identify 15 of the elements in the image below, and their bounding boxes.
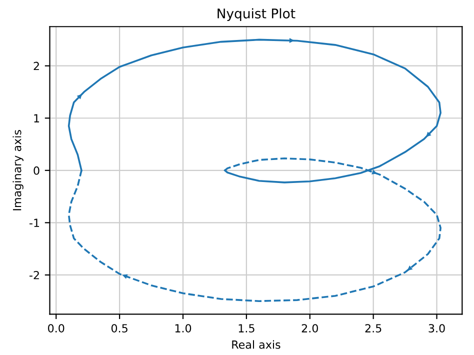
x-tick-label: 3.0 xyxy=(428,324,445,332)
x-tick-label: 1.5 xyxy=(238,324,254,332)
x-axis-title: Real axis xyxy=(232,340,280,349)
x-tick-label: 0.5 xyxy=(111,324,128,332)
y-tick-label: -1 xyxy=(30,218,40,227)
x-tick-label: 0.0 xyxy=(48,324,64,332)
y-tick-label: 1 xyxy=(34,114,40,122)
y-tick-label: 0 xyxy=(34,166,40,175)
y-tick-label: 2 xyxy=(34,62,39,70)
x-tick-label: 2.5 xyxy=(365,324,382,332)
x-tick-label: 2.0 xyxy=(302,324,318,332)
y-axis-title: Imaginary axis xyxy=(12,130,24,210)
x-tick-label: 1.0 xyxy=(175,324,192,332)
y-tick-label: -2 xyxy=(30,270,39,280)
chart-title: Nyquist Plot xyxy=(218,8,296,22)
